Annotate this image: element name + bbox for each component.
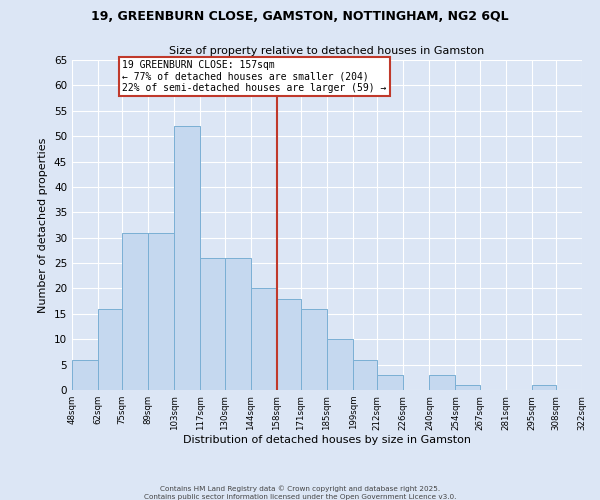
Bar — [175, 126, 200, 390]
Title: Size of property relative to detached houses in Gamston: Size of property relative to detached ho… — [169, 46, 485, 56]
Bar — [455, 385, 479, 390]
Bar — [377, 375, 403, 390]
Bar — [327, 339, 353, 390]
Bar — [224, 258, 251, 390]
Bar — [301, 309, 327, 390]
Text: 19 GREENBURN CLOSE: 157sqm
← 77% of detached houses are smaller (204)
22% of sem: 19 GREENBURN CLOSE: 157sqm ← 77% of deta… — [122, 60, 386, 93]
Text: 19, GREENBURN CLOSE, GAMSTON, NOTTINGHAM, NG2 6QL: 19, GREENBURN CLOSE, GAMSTON, NOTTINGHAM… — [91, 10, 509, 23]
Bar — [122, 232, 148, 390]
Bar — [148, 232, 175, 390]
Y-axis label: Number of detached properties: Number of detached properties — [38, 138, 49, 312]
Bar — [430, 375, 455, 390]
Bar — [251, 288, 277, 390]
Bar — [532, 385, 556, 390]
Bar — [200, 258, 224, 390]
Bar — [353, 360, 377, 390]
X-axis label: Distribution of detached houses by size in Gamston: Distribution of detached houses by size … — [183, 436, 471, 446]
Bar — [277, 298, 301, 390]
Bar — [98, 309, 122, 390]
Bar — [72, 360, 98, 390]
Text: Contains public sector information licensed under the Open Government Licence v3: Contains public sector information licen… — [144, 494, 456, 500]
Text: Contains HM Land Registry data © Crown copyright and database right 2025.: Contains HM Land Registry data © Crown c… — [160, 486, 440, 492]
